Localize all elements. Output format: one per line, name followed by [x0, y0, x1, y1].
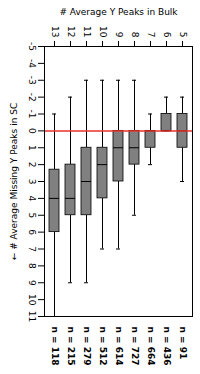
svg-text:5: 5 — [178, 32, 188, 38]
svg-text:8: 8 — [130, 32, 140, 38]
svg-text:7: 7 — [27, 246, 37, 252]
svg-text:n = 664: n = 664 — [146, 327, 156, 366]
svg-text:9: 9 — [114, 32, 124, 38]
svg-text:-3: -3 — [27, 76, 37, 85]
svg-text:n = 512: n = 512 — [98, 327, 108, 366]
svg-text:# Average Y Peaks in Bulk: # Average Y Peaks in Bulk — [59, 7, 178, 17]
svg-text:-2: -2 — [27, 93, 37, 102]
svg-text:11: 11 — [27, 311, 37, 322]
svg-text:n = 279: n = 279 — [82, 327, 92, 366]
svg-text:← # Average Missing Y Peaks in: ← # Average Missing Y Peaks in SC — [9, 103, 19, 260]
svg-text:6: 6 — [162, 32, 172, 38]
svg-text:n = 118: n = 118 — [50, 327, 60, 366]
svg-text:-4: -4 — [27, 59, 37, 68]
svg-text:8: 8 — [27, 263, 37, 269]
svg-text:2: 2 — [27, 162, 37, 168]
svg-text:n = 91: n = 91 — [178, 327, 188, 360]
svg-text:-1: -1 — [27, 110, 37, 119]
svg-text:9: 9 — [27, 280, 37, 286]
svg-text:11: 11 — [82, 26, 92, 37]
svg-text:3: 3 — [27, 179, 37, 185]
svg-text:12: 12 — [66, 26, 76, 37]
svg-text:n = 614: n = 614 — [114, 327, 124, 366]
svg-text:4: 4 — [27, 196, 37, 202]
svg-text:n = 436: n = 436 — [162, 327, 172, 366]
svg-text:0: 0 — [27, 128, 37, 134]
svg-text:10: 10 — [98, 26, 108, 38]
svg-text:5: 5 — [27, 212, 37, 218]
svg-text:10: 10 — [27, 294, 37, 306]
svg-text:n = 727: n = 727 — [130, 327, 140, 366]
svg-text:7: 7 — [146, 32, 156, 38]
svg-text:6: 6 — [27, 229, 37, 235]
svg-text:n = 215: n = 215 — [66, 327, 76, 366]
svg-text:1: 1 — [27, 145, 37, 151]
svg-text:13: 13 — [50, 26, 60, 37]
svg-text:-5: -5 — [27, 42, 37, 51]
